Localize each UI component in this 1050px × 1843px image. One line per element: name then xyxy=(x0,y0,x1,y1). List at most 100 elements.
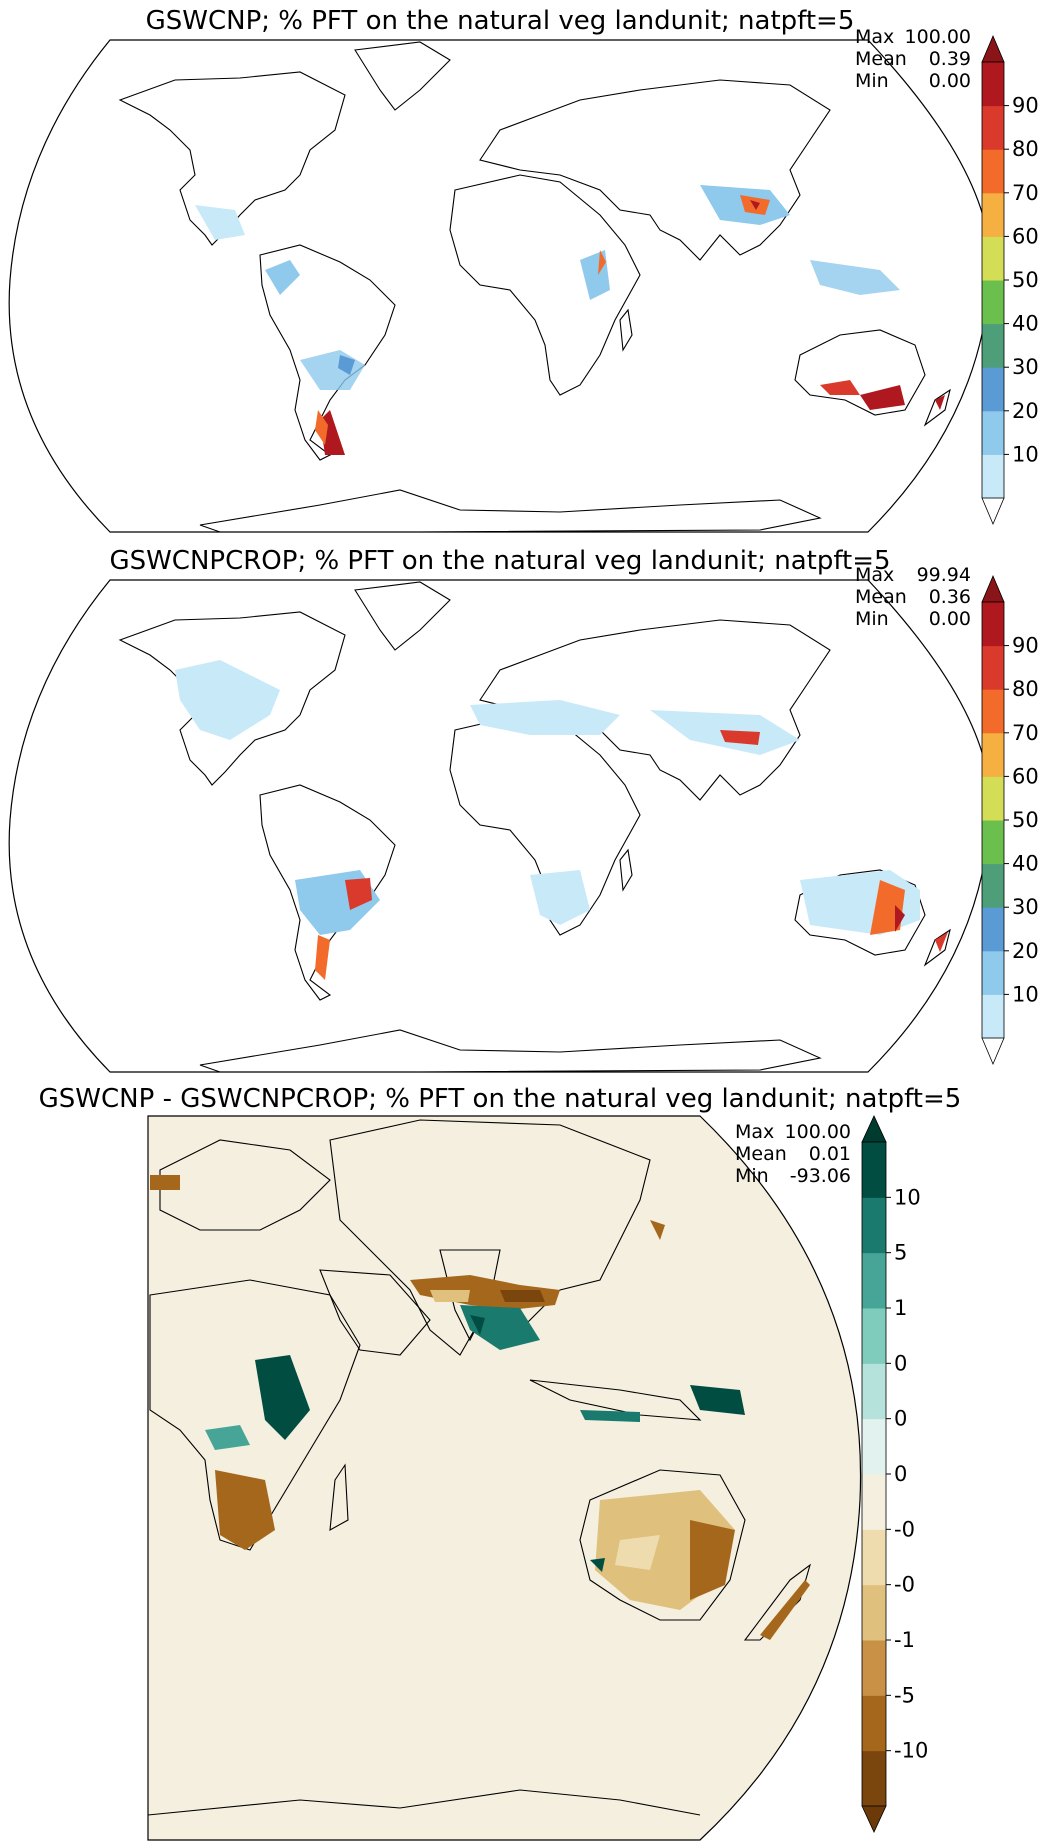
colorbar-tick-label: 10 xyxy=(1012,442,1039,466)
colorbar-bin xyxy=(982,410,1004,455)
new-zealand xyxy=(923,928,951,967)
colorbar-extend-high xyxy=(981,574,1005,603)
madagascar xyxy=(329,1463,349,1531)
colorbar-tick-label: 90 xyxy=(1012,94,1039,118)
colorbar-bin xyxy=(862,1197,886,1254)
field-shading xyxy=(150,1175,810,1640)
colorbar-bin xyxy=(982,689,1004,734)
map-outline xyxy=(8,579,992,1073)
greenland xyxy=(354,41,451,111)
field-shading xyxy=(195,185,945,455)
field-stats: Max 100.00 Mean 0.39 Min 0.00 xyxy=(855,26,971,92)
colorbar-tick-label: 50 xyxy=(1012,268,1039,292)
panel-title: GSWCNP - GSWCNPCROP; % PFT on the natura… xyxy=(38,1084,962,1114)
colorbar-tick-label: -0 xyxy=(894,1517,915,1541)
colorbar-tick-label: 10 xyxy=(894,1185,921,1209)
colorbar-bin xyxy=(982,367,1004,412)
antarctica-coast xyxy=(199,1029,822,1073)
world-map xyxy=(8,39,992,533)
madagascar xyxy=(619,848,633,892)
colorbar-tick-label: 90 xyxy=(1012,634,1039,658)
colorbar-bin xyxy=(862,1363,886,1420)
colorbar-bin xyxy=(982,776,1004,821)
colorbar-bin xyxy=(982,149,1004,194)
map-outline xyxy=(8,39,992,533)
colorbar-extend-high xyxy=(981,34,1005,63)
colorbar-bin xyxy=(982,192,1004,237)
colorbar-bin xyxy=(982,105,1004,150)
colorbar-bin xyxy=(862,1695,886,1752)
colorbar-tick-label: 20 xyxy=(1012,939,1039,963)
colorbar-tick-label: -10 xyxy=(894,1739,928,1763)
australia-coast xyxy=(794,869,926,956)
antarctica-coast xyxy=(147,1789,701,1816)
eurasia-coast xyxy=(479,619,831,801)
regional-map xyxy=(147,1115,862,1841)
asia-coast xyxy=(329,1119,651,1356)
eurasia-coast xyxy=(479,79,831,261)
africa-coast xyxy=(449,714,641,936)
colorbar-tick-label: 70 xyxy=(1012,181,1039,205)
colorbar-bin xyxy=(862,1750,886,1807)
colorbar-extend-high xyxy=(861,1115,887,1143)
colorbar-tick-label: 0 xyxy=(894,1351,907,1375)
colorbar-tick-label: 20 xyxy=(1012,399,1039,423)
colorbar-tick-label: -0 xyxy=(894,1573,915,1597)
colorbar-tick-label: 80 xyxy=(1012,137,1039,161)
greenland xyxy=(354,581,451,651)
colorbar-bin xyxy=(862,1252,886,1309)
colorbar-tick-label: 50 xyxy=(1012,808,1039,832)
australia-coast xyxy=(579,1469,746,1621)
colorbar-tick-label: 40 xyxy=(1012,312,1039,336)
colorbar-bin xyxy=(862,1142,886,1198)
field-stats: Max 100.00 Mean 0.01 Min -93.06 xyxy=(735,1121,851,1187)
madagascar xyxy=(619,308,633,352)
colorbar-tick-label: 1 xyxy=(894,1296,907,1320)
map-outline xyxy=(147,1115,862,1841)
colorbar-bin xyxy=(982,994,1004,1039)
colorbar-bin xyxy=(982,732,1004,777)
colorbar-tick-label: 0 xyxy=(894,1407,907,1431)
colorbar-tick-label: 30 xyxy=(1012,355,1039,379)
colorbar-tick-label: 60 xyxy=(1012,224,1039,248)
colorbar-tick-label: -1 xyxy=(894,1628,915,1652)
colorbar-bin xyxy=(862,1474,886,1530)
colorbar-extend-low xyxy=(981,1037,1005,1066)
colorbar-bin xyxy=(982,820,1004,865)
indonesia-islands xyxy=(529,1379,702,1421)
colorbar-bin xyxy=(862,1640,886,1696)
colorbar-bin xyxy=(982,323,1004,368)
panel-title: GSWCNPCROP; % PFT on the natural veg lan… xyxy=(109,546,891,576)
colorbar: 90 80 70 60 50 40 30 20 10 xyxy=(981,34,1039,526)
field-shading xyxy=(175,660,948,980)
colorbar-bin xyxy=(862,1418,886,1475)
colorbar-tick-label: 40 xyxy=(1012,852,1039,876)
colorbar-tick-label: 80 xyxy=(1012,677,1039,701)
europe-coast xyxy=(159,1139,331,1231)
colorbar-bin xyxy=(982,454,1004,499)
colorbar-tick-label: -5 xyxy=(894,1683,915,1707)
colorbar-bin xyxy=(982,602,1004,647)
colorbar-bin xyxy=(982,62,1004,107)
colorbar-tick-label: 70 xyxy=(1012,721,1039,745)
colorbar-bin xyxy=(982,236,1004,281)
colorbar-tick-label: 10 xyxy=(1012,982,1039,1006)
colorbar-bin xyxy=(982,950,1004,995)
colorbar-bin xyxy=(982,907,1004,952)
colorbar-bin xyxy=(982,645,1004,690)
colorbar-tick-label: 0 xyxy=(894,1462,907,1486)
colorbar: 90 80 70 60 50 40 30 20 10 xyxy=(981,574,1039,1066)
new-zealand xyxy=(923,388,951,427)
map-panel-1: GSWCNP; % PFT on the natural veg landuni… xyxy=(0,0,1050,540)
panel-title: GSWCNP; % PFT on the natural veg landuni… xyxy=(145,6,855,36)
map-panel-2: GSWCNPCROP; % PFT on the natural veg lan… xyxy=(0,540,1050,1080)
colorbar-bin xyxy=(982,280,1004,325)
australia-coast xyxy=(794,329,926,416)
colorbar-tick-label: 5 xyxy=(894,1241,907,1265)
africa-coast xyxy=(449,174,641,396)
field-stats: Max 99.94 Mean 0.36 Min 0.00 xyxy=(855,564,971,630)
colorbar-tick-label: 30 xyxy=(1012,895,1039,919)
colorbar-tick-label: 60 xyxy=(1012,764,1039,788)
colorbar-bin xyxy=(862,1584,886,1641)
